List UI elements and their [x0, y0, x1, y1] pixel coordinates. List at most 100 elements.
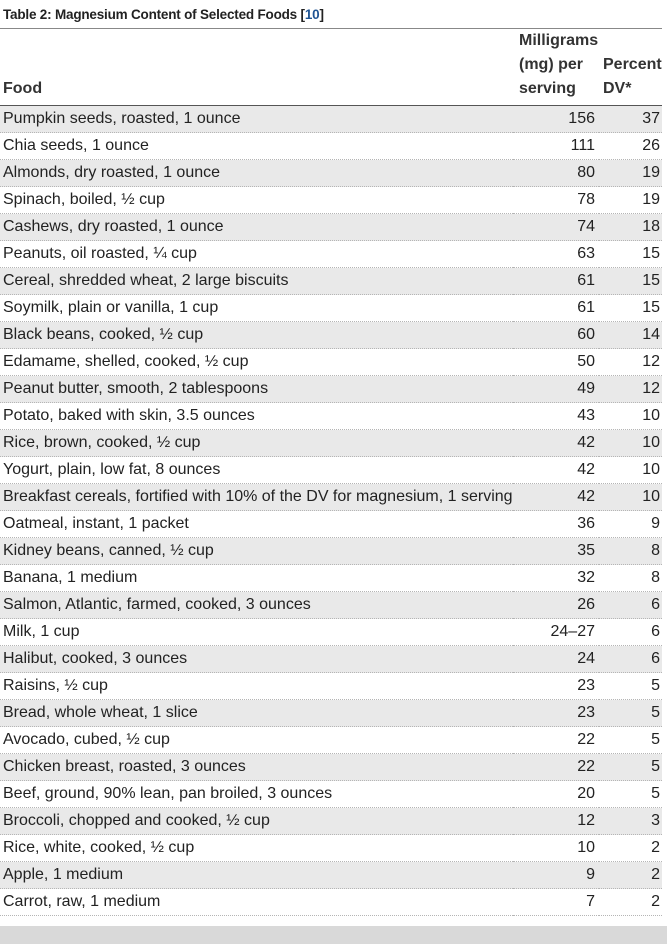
table-row: Beef, ground, 90% lean, pan broiled, 3 o…: [0, 781, 662, 808]
table-row: Spinach, boiled, ½ cup 78 19: [0, 187, 662, 214]
footer-band: [0, 926, 667, 944]
percent-dv-cell: 14: [642, 326, 660, 343]
food-cell: Banana, 1 medium: [3, 569, 138, 586]
milligrams-cell: 61: [577, 299, 595, 316]
percent-dv-cell: 10: [642, 461, 660, 478]
table-row: Rice, white, cooked, ½ cup 10 2: [0, 835, 662, 862]
milligrams-cell: 9: [586, 866, 595, 883]
table-row: Cereal, shredded wheat, 2 large biscuits…: [0, 267, 662, 295]
milligrams-cell: 22: [577, 758, 595, 775]
table-row: Raisins, ½ cup 23 5: [0, 673, 662, 700]
food-cell: Halibut, cooked, 3 ounces: [3, 650, 188, 667]
table-row: Chicken breast, roasted, 3 ounces 22 5: [0, 753, 662, 781]
percent-dv-cell: 6: [651, 623, 660, 640]
reference-link[interactable]: 10: [304, 7, 320, 22]
food-cell: Potato, baked with skin, 3.5 ounces: [3, 407, 255, 424]
food-cell: Beef, ground, 90% lean, pan broiled, 3 o…: [3, 785, 333, 802]
percent-dv-cell: 37: [642, 110, 660, 127]
percent-dv-cell: 19: [642, 164, 660, 181]
food-cell: Broccoli, chopped and cooked, ½ cup: [3, 812, 270, 829]
table-row: Pumpkin seeds, roasted, 1 ounce 156 37: [0, 105, 662, 133]
food-cell: Peanuts, oil roasted, ¼ cup: [3, 245, 197, 262]
table-row: Yogurt, plain, low fat, 8 ounces 42 10: [0, 457, 662, 484]
percent-dv-cell: 5: [651, 704, 660, 721]
percent-dv-cell: 2: [651, 893, 660, 910]
milligrams-cell: 42: [577, 488, 595, 505]
milligrams-cell: 7: [586, 893, 595, 910]
table-row: Chia seeds, 1 ounce 111 26: [0, 133, 662, 160]
table-row: Oatmeal, instant, 1 packet 36 9: [0, 511, 662, 538]
table-header: Food Milligrams (mg) per serving Percent…: [0, 29, 662, 106]
table-row: Apple, 1 medium 9 2: [0, 861, 662, 889]
table-row: Carrot, raw, 1 medium 7 2: [0, 889, 662, 916]
percent-dv-cell: 9: [651, 515, 660, 532]
percent-dv-cell: 10: [642, 488, 660, 505]
percent-dv-cell: 2: [651, 866, 660, 883]
food-cell: Peanut butter, smooth, 2 tablespoons: [3, 380, 269, 397]
milligrams-cell: 74: [577, 218, 595, 235]
percent-dv-cell: 12: [642, 380, 660, 397]
caption-text: Table 2: Magnesium Content of Selected F…: [3, 7, 297, 22]
caption-divider: [0, 28, 662, 29]
magnesium-table: Food Milligrams (mg) per serving Percent…: [0, 29, 662, 916]
milligrams-cell: 24–27: [550, 623, 596, 640]
table-row: Peanuts, oil roasted, ¼ cup 63 15: [0, 241, 662, 268]
percent-dv-cell: 5: [651, 785, 660, 802]
food-cell: Cereal, shredded wheat, 2 large biscuits: [3, 272, 289, 289]
food-cell: Kidney beans, canned, ½ cup: [3, 542, 214, 559]
percent-dv-cell: 5: [651, 677, 660, 694]
percent-dv-cell: 15: [642, 272, 660, 289]
milligrams-cell: 36: [577, 515, 595, 532]
food-cell: Rice, white, cooked, ½ cup: [3, 839, 195, 856]
table-row: Rice, brown, cooked, ½ cup 42 10: [0, 429, 662, 457]
table-row: Bread, whole wheat, 1 slice 23 5: [0, 699, 662, 727]
percent-dv-cell: 12: [642, 353, 660, 370]
food-cell: Avocado, cubed, ½ cup: [3, 731, 170, 748]
percent-dv-cell: 5: [651, 731, 660, 748]
table-row: Kidney beans, canned, ½ cup 35 8: [0, 537, 662, 565]
percent-dv-cell: 8: [651, 542, 660, 559]
milligrams-cell: 24: [577, 650, 595, 667]
milligrams-cell: 35: [577, 542, 595, 559]
table-row: Avocado, cubed, ½ cup 22 5: [0, 727, 662, 754]
milligrams-cell: 26: [577, 596, 595, 613]
milligrams-cell: 61: [577, 272, 595, 289]
food-cell: Almonds, dry roasted, 1 ounce: [3, 164, 221, 181]
table-row: Edamame, shelled, cooked, ½ cup 50 12: [0, 349, 662, 376]
table-row: Breakfast cereals, fortified with 10% of…: [0, 483, 662, 511]
percent-dv-cell: 3: [651, 812, 660, 829]
food-cell: Apple, 1 medium: [3, 866, 124, 883]
milligrams-cell: 12: [577, 812, 595, 829]
milligrams-cell: 32: [577, 569, 595, 586]
percent-dv-cell: 5: [651, 758, 660, 775]
food-cell: Edamame, shelled, cooked, ½ cup: [3, 353, 249, 370]
milligrams-cell: 111: [570, 137, 595, 154]
milligrams-cell: 10: [577, 839, 595, 856]
food-cell: Soymilk, plain or vanilla, 1 cup: [3, 299, 219, 316]
milligrams-cell: 60: [577, 326, 595, 343]
percent-dv-cell: 6: [651, 596, 660, 613]
milligrams-cell: 42: [577, 461, 595, 478]
table-row: Salmon, Atlantic, farmed, cooked, 3 ounc…: [0, 591, 662, 619]
food-cell: Chia seeds, 1 ounce: [3, 137, 149, 154]
food-cell: Black beans, cooked, ½ cup: [3, 326, 204, 343]
percent-dv-cell: 10: [642, 434, 660, 451]
table-row: Halibut, cooked, 3 ounces 24 6: [0, 645, 662, 673]
table-row: Potato, baked with skin, 3.5 ounces 43 10: [0, 403, 662, 430]
food-cell: Chicken breast, roasted, 3 ounces: [3, 758, 246, 775]
table-row: Milk, 1 cup 24–27 6: [0, 619, 662, 646]
milligrams-cell: 42: [577, 434, 595, 451]
percent-dv-cell: 2: [651, 839, 660, 856]
percent-dv-cell: 15: [642, 299, 660, 316]
table-body: Pumpkin seeds, roasted, 1 ounce 156 37 Chia…: [0, 105, 662, 916]
milligrams-cell: 78: [577, 191, 595, 208]
table-row: Cashews, dry roasted, 1 ounce 74 18: [0, 213, 662, 241]
percent-dv-cell: 8: [651, 569, 660, 586]
food-cell: Rice, brown, cooked, ½ cup: [3, 434, 201, 451]
milligrams-cell: 80: [577, 164, 595, 181]
table-row: Almonds, dry roasted, 1 ounce 80 19: [0, 159, 662, 187]
food-cell: Yogurt, plain, low fat, 8 ounces: [3, 461, 221, 478]
table-row: Banana, 1 medium 32 8: [0, 565, 662, 592]
food-cell: Cashews, dry roasted, 1 ounce: [3, 218, 224, 235]
percent-dv-cell: 6: [651, 650, 660, 667]
